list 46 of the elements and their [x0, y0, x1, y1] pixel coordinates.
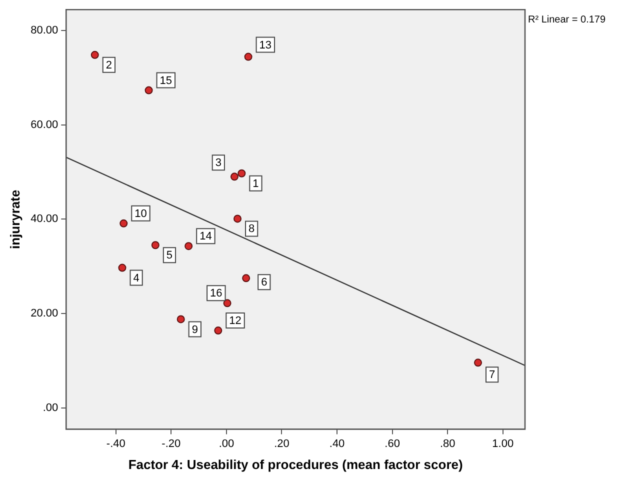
annotation: 15: [160, 74, 172, 87]
y-tick-label: .00: [42, 402, 58, 414]
x-axis-title: Factor 4: Useability of procedures (mean factor score): [128, 456, 463, 472]
point: [234, 214, 242, 223]
annotation: 4: [133, 272, 140, 284]
x-tick-label: .80: [440, 438, 456, 450]
annotation: 6: [261, 276, 268, 289]
annotation: 8: [248, 223, 255, 236]
annotation: 3: [215, 157, 222, 170]
y-tick-label: 20.00: [30, 308, 58, 320]
x-tick-label: .60: [384, 438, 400, 450]
x-tick-label: .20: [274, 438, 290, 450]
point: [176, 315, 185, 324]
annotation: 10: [134, 208, 147, 220]
annotation: 13: [259, 39, 272, 52]
x-tick-label: .00: [218, 438, 234, 450]
annotation: 12: [229, 315, 242, 328]
point: [184, 242, 193, 250]
point: [151, 241, 160, 250]
point: [144, 86, 153, 94]
y-tick-label: 80.00: [30, 24, 58, 36]
point: [223, 299, 232, 308]
point: [238, 169, 246, 178]
y-tick-label: 40.00: [30, 213, 58, 226]
x-tick-label: -.40: [106, 438, 126, 450]
point: [242, 274, 250, 282]
annotation: 1: [252, 178, 259, 190]
point: [120, 219, 128, 228]
x-tick-label: 1.00: [492, 438, 514, 450]
x-tick-label: -.20: [162, 438, 181, 450]
point: [90, 50, 99, 59]
y-tick-label: 60.00: [30, 118, 58, 131]
point: [118, 264, 126, 272]
annotation: 5: [166, 250, 173, 262]
annotation: 9: [192, 324, 198, 336]
point: [244, 52, 252, 61]
annotation: 7: [489, 369, 496, 382]
annotation: 2: [106, 59, 112, 72]
annotation: 14: [200, 230, 212, 243]
x-tick-label: .40: [329, 438, 345, 450]
point: [214, 326, 222, 335]
point: [474, 358, 482, 367]
point: [230, 172, 238, 181]
text: R² Linear = 0.179: [528, 14, 606, 26]
annotation: 16: [210, 288, 222, 300]
y-axis-title: injuryrate: [7, 190, 22, 250]
